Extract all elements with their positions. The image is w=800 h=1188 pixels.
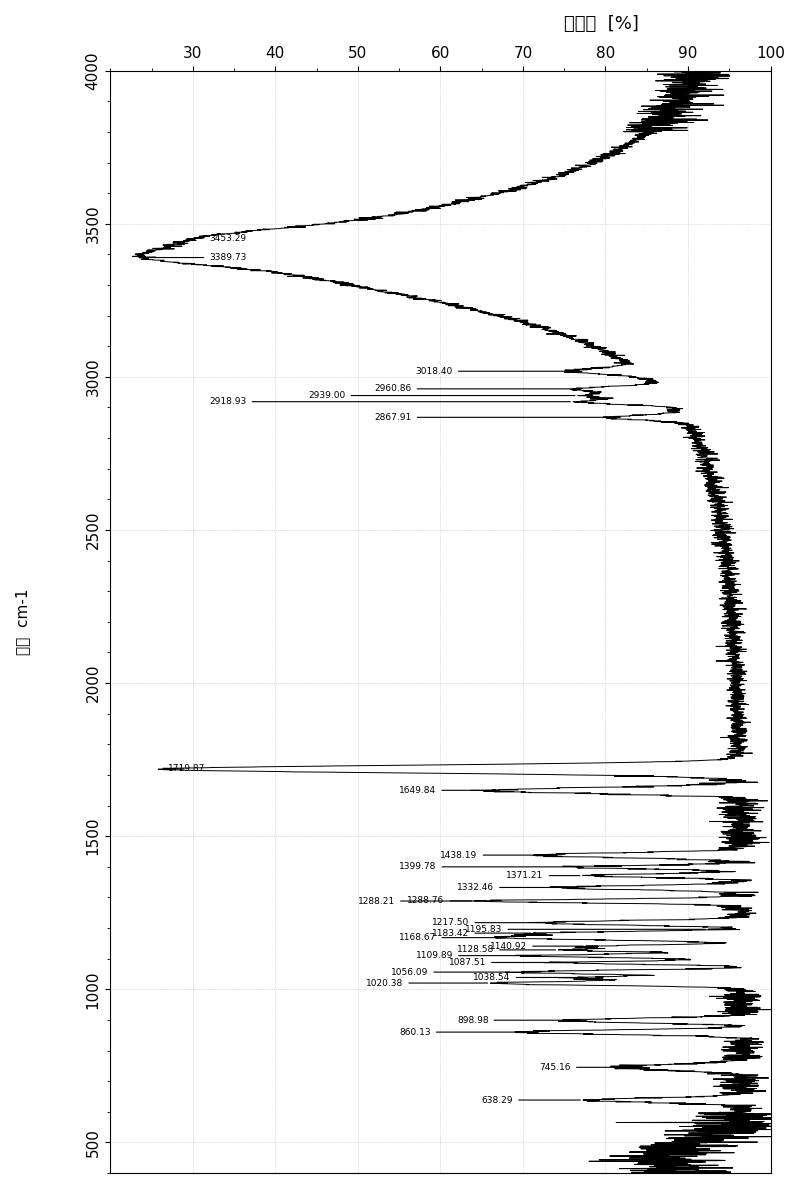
Text: 638.29: 638.29 [482, 1095, 580, 1105]
Text: 1168.67: 1168.67 [399, 933, 502, 942]
Text: 1020.38: 1020.38 [366, 979, 487, 987]
Text: 透射率  [%]: 透射率 [%] [564, 15, 638, 33]
Text: 3389.73: 3389.73 [149, 253, 246, 263]
Text: 1649.84: 1649.84 [399, 785, 493, 795]
Text: 2939.00: 2939.00 [308, 391, 575, 400]
Text: 1087.51: 1087.51 [449, 958, 558, 967]
Text: 3018.40: 3018.40 [416, 367, 570, 375]
Text: 1399.78: 1399.78 [399, 862, 580, 871]
Text: 1438.19: 1438.19 [441, 851, 554, 860]
Text: 2918.93: 2918.93 [210, 397, 570, 406]
Y-axis label: 波数  cm-1: 波数 cm-1 [15, 588, 30, 655]
Text: 1056.09: 1056.09 [391, 967, 510, 977]
Text: 1183.42: 1183.42 [432, 929, 530, 937]
Text: 1217.50: 1217.50 [432, 918, 545, 927]
Text: 898.98: 898.98 [457, 1016, 567, 1025]
Text: 1332.46: 1332.46 [457, 883, 575, 892]
Text: 1288.76: 1288.76 [407, 897, 471, 905]
Text: 1719.87: 1719.87 [168, 764, 206, 773]
Text: 860.13: 860.13 [399, 1028, 524, 1037]
Text: 1195.83: 1195.83 [465, 924, 706, 934]
Text: 1371.21: 1371.21 [506, 871, 580, 880]
Text: 1109.89: 1109.89 [416, 952, 538, 960]
Text: 745.16: 745.16 [539, 1063, 626, 1072]
Text: 1140.92: 1140.92 [490, 942, 583, 950]
Text: 1128.58: 1128.58 [457, 946, 555, 954]
Text: 3453.29: 3453.29 [202, 234, 246, 242]
Text: 2867.91: 2867.91 [374, 412, 618, 422]
Text: 1038.54: 1038.54 [474, 973, 581, 982]
Text: 1288.21: 1288.21 [358, 897, 482, 905]
Text: 2960.86: 2960.86 [374, 385, 574, 393]
